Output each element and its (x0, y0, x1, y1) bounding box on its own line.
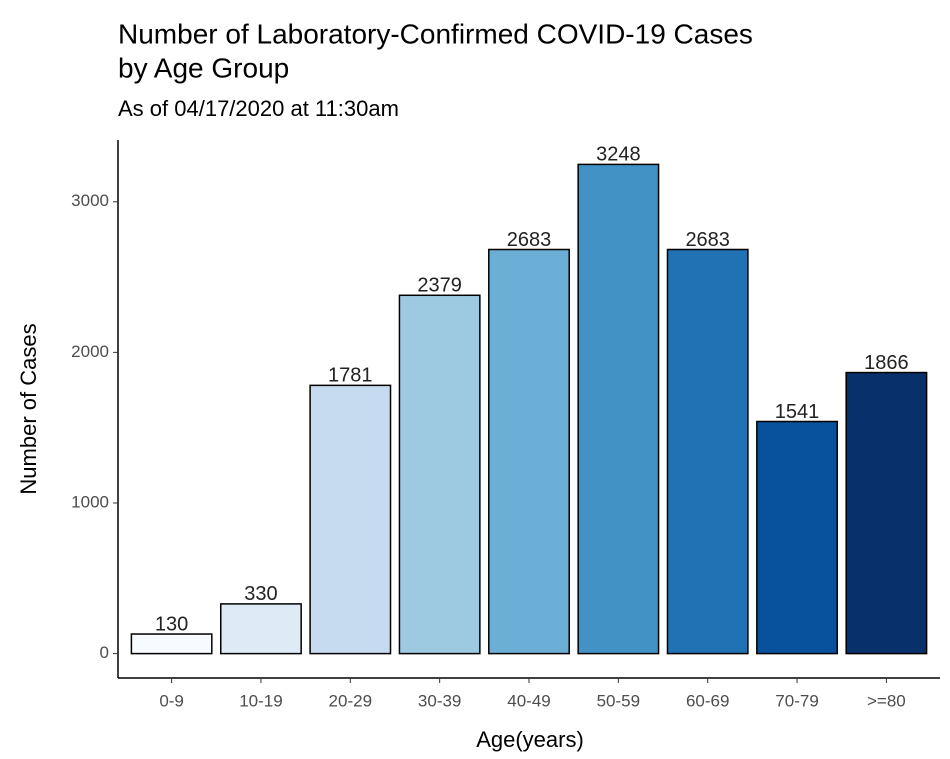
value-label: 2683 (685, 229, 730, 251)
bar (488, 248, 570, 655)
y-tick-label: 0 (100, 643, 109, 662)
bar (398, 294, 481, 655)
bar (130, 633, 213, 655)
x-axis-title: Age(years) (476, 727, 584, 752)
x-tick-label: 70-79 (775, 691, 818, 710)
x-tick-label: 0-9 (159, 691, 184, 710)
value-label: 2683 (507, 229, 552, 251)
x-tick-label: 60-69 (686, 691, 729, 710)
x-tick-label: 10-19 (239, 691, 282, 710)
bar (666, 248, 749, 655)
value-label: 330 (244, 583, 277, 605)
value-label: 1781 (328, 365, 373, 387)
value-label: 3248 (596, 144, 641, 166)
bar (756, 420, 839, 655)
bar (845, 371, 928, 655)
x-tick-label: >=80 (867, 691, 906, 710)
bar (309, 384, 392, 655)
value-label: 1866 (864, 352, 909, 374)
x-tick-label: 40-49 (507, 691, 550, 710)
y-tick-label: 3000 (71, 191, 109, 210)
chart-title: by Age Group (118, 52, 289, 83)
x-tick-label: 50-59 (597, 691, 640, 710)
chart-subtitle: As of 04/17/2020 at 11:30am (118, 96, 399, 121)
value-label: 1541 (775, 401, 820, 423)
x-tick-label: 20-29 (329, 691, 372, 710)
y-axis-title: Number of Cases (16, 323, 41, 494)
chart-title: Number of Laboratory-Confirmed COVID-19 … (118, 18, 753, 49)
value-label: 130 (155, 613, 188, 635)
bar (220, 603, 302, 655)
bar (577, 163, 660, 655)
value-label: 2379 (417, 275, 462, 297)
y-tick-label: 2000 (71, 342, 109, 361)
y-tick-label: 1000 (71, 492, 109, 511)
x-tick-label: 30-39 (418, 691, 461, 710)
